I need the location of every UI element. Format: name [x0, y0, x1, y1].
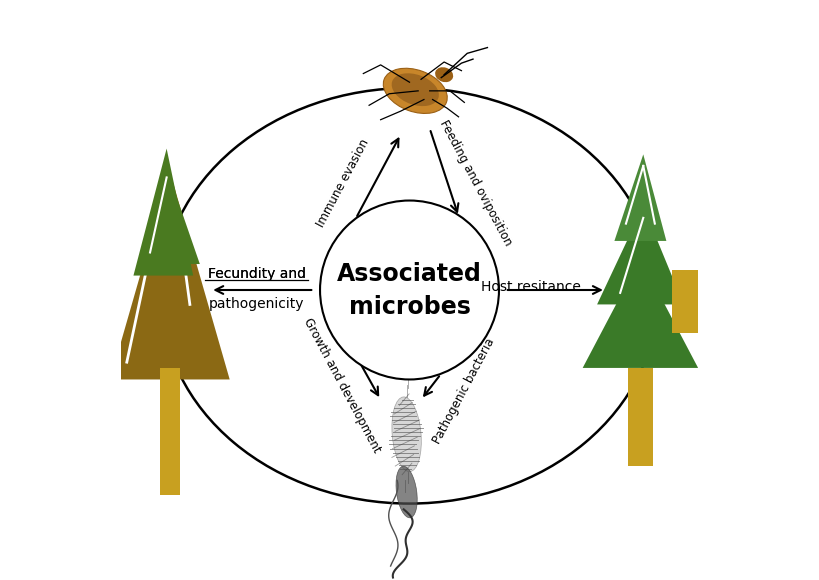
Ellipse shape — [396, 466, 417, 518]
Text: microbes: microbes — [349, 295, 470, 320]
Circle shape — [320, 201, 499, 379]
Polygon shape — [582, 258, 698, 368]
Ellipse shape — [391, 397, 421, 472]
Text: Growth and development: Growth and development — [301, 316, 383, 455]
Text: Associated: Associated — [337, 262, 482, 286]
Ellipse shape — [383, 68, 447, 114]
Polygon shape — [147, 177, 200, 264]
Text: Host resitance: Host resitance — [481, 280, 581, 294]
Text: pathogenicity: pathogenicity — [209, 298, 305, 311]
Bar — [672, 270, 698, 333]
Text: Pathogenic bacteria: Pathogenic bacteria — [431, 336, 498, 446]
Text: Immune evasion: Immune evasion — [314, 137, 372, 230]
Polygon shape — [111, 172, 229, 379]
Text: Fecundity and: Fecundity and — [207, 267, 305, 281]
Polygon shape — [133, 148, 193, 276]
Bar — [627, 368, 653, 466]
Polygon shape — [614, 154, 667, 241]
Polygon shape — [597, 206, 684, 304]
Ellipse shape — [435, 67, 453, 82]
Text: Fecundity and: Fecundity and — [207, 267, 305, 281]
Bar — [160, 368, 180, 495]
Ellipse shape — [391, 73, 439, 106]
Text: Feeding and oviposition: Feeding and oviposition — [437, 118, 514, 248]
